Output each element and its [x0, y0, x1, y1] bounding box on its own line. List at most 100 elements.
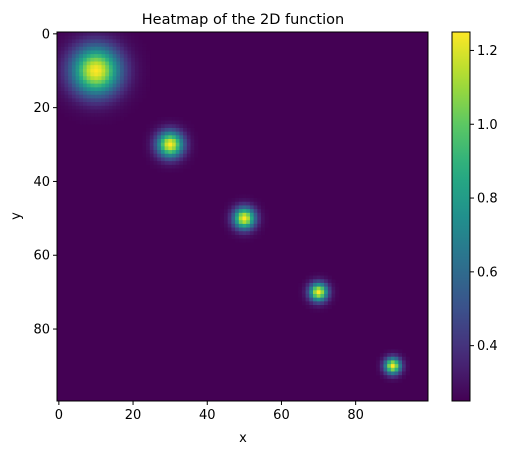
heatmap-cell [131, 54, 136, 59]
heatmap-cell [101, 54, 106, 59]
heatmap-cell [175, 124, 180, 129]
heatmap-cell [320, 290, 325, 295]
heatmap-cell [64, 54, 69, 59]
heatmap-cell [127, 79, 132, 85]
heatmap-cell [94, 32, 99, 37]
heatmap-cell [120, 54, 125, 59]
heatmap-cell [68, 87, 73, 92]
heatmap-cell [394, 375, 399, 380]
heatmap-cell [142, 50, 147, 55]
heatmap-cell [57, 109, 62, 114]
heatmap-cell [112, 91, 117, 96]
heatmap-cell [112, 46, 117, 51]
heatmap-cell [175, 127, 180, 132]
heatmap-cell [79, 113, 84, 118]
heatmap-cell [82, 94, 88, 99]
heatmap-cell [301, 290, 306, 295]
heatmap-cell [82, 102, 88, 107]
heatmap-cell [379, 367, 384, 372]
heatmap-cell [108, 83, 113, 88]
heatmap-cell [108, 91, 113, 96]
heatmap-cell [264, 216, 269, 221]
heatmap-cell [131, 65, 136, 70]
heatmap-cell [305, 290, 310, 295]
heatmap-cell [86, 65, 91, 70]
heatmap-cell [86, 113, 91, 118]
heatmap-cell [398, 367, 403, 372]
heatmap-cell [82, 72, 88, 77]
heatmap-cell [387, 360, 392, 365]
heatmap-cell [71, 83, 76, 88]
heatmap-cell [68, 32, 73, 37]
heatmap-cell [312, 286, 318, 291]
heatmap-cell [138, 46, 143, 51]
heatmap-cell [183, 164, 188, 169]
heatmap-cell [138, 39, 143, 44]
heatmap-cell [149, 146, 154, 151]
heatmap-cell [146, 150, 151, 155]
heatmap-cell [242, 223, 247, 228]
heatmap-cell [235, 223, 240, 228]
heatmap-cell [86, 72, 91, 77]
heatmap-cell [142, 87, 147, 92]
heatmap-cell [153, 124, 158, 129]
heatmap-cell [390, 378, 395, 383]
heatmap-cell [186, 131, 191, 136]
heatmap-cell [231, 220, 236, 225]
heatmap-cell [142, 61, 147, 66]
heatmap-cell [105, 105, 110, 110]
heatmap-cell [82, 79, 88, 85]
heatmap-cell [71, 94, 76, 99]
heatmap-cell [68, 65, 73, 70]
heatmap-cell [131, 79, 136, 85]
heatmap-cell [112, 79, 117, 85]
heatmap-cell [86, 76, 91, 81]
heatmap-cell [120, 57, 125, 62]
heatmap-cell [146, 61, 151, 66]
heatmap-cell [316, 308, 321, 313]
heatmap-cell [142, 153, 147, 158]
heatmap-cell [194, 142, 199, 147]
heatmap-cell [127, 61, 132, 66]
heatmap-cell [164, 135, 169, 140]
heatmap-cell [90, 46, 95, 51]
heatmap-cell [71, 61, 76, 66]
heatmap-cell [97, 68, 102, 73]
heatmap-cell [402, 353, 407, 358]
heatmap-cell [324, 293, 329, 299]
heatmap-cell [164, 157, 169, 162]
heatmap-cell [82, 91, 88, 96]
heatmap-cell [320, 286, 325, 291]
heatmap-cell [257, 223, 262, 228]
heatmap-cell [305, 297, 310, 302]
heatmap-cell [160, 150, 165, 155]
heatmap-cell [105, 116, 110, 121]
heatmap-cell [71, 65, 76, 70]
heatmap-cell [75, 43, 80, 48]
heatmap-cell [320, 308, 325, 313]
heatmap-cell [190, 161, 195, 166]
heatmap-cell [71, 109, 76, 114]
heatmap-cell [127, 83, 132, 88]
heatmap-cell [146, 54, 151, 59]
heatmap-cell [320, 275, 325, 280]
heatmap-cell [94, 46, 99, 51]
heatmap-cell [79, 94, 84, 99]
heatmap-cell [60, 91, 65, 96]
heatmap-cell [146, 76, 151, 81]
heatmap-cell [183, 131, 188, 136]
heatmap-cell [142, 72, 147, 77]
heatmap-cell [320, 297, 325, 302]
heatmap-cell [79, 76, 84, 81]
heatmap-cell [394, 349, 399, 354]
heatmap-cell [134, 32, 139, 37]
heatmap-cell [105, 113, 110, 118]
heatmap-cell [120, 72, 125, 77]
heatmap-cell [75, 50, 80, 55]
heatmap-cell [97, 57, 102, 62]
heatmap-cell [64, 98, 69, 103]
heatmap-cell [261, 220, 266, 225]
heatmap-cell [94, 83, 99, 88]
heatmap-cell [220, 220, 225, 225]
heatmap-cell [60, 39, 65, 44]
